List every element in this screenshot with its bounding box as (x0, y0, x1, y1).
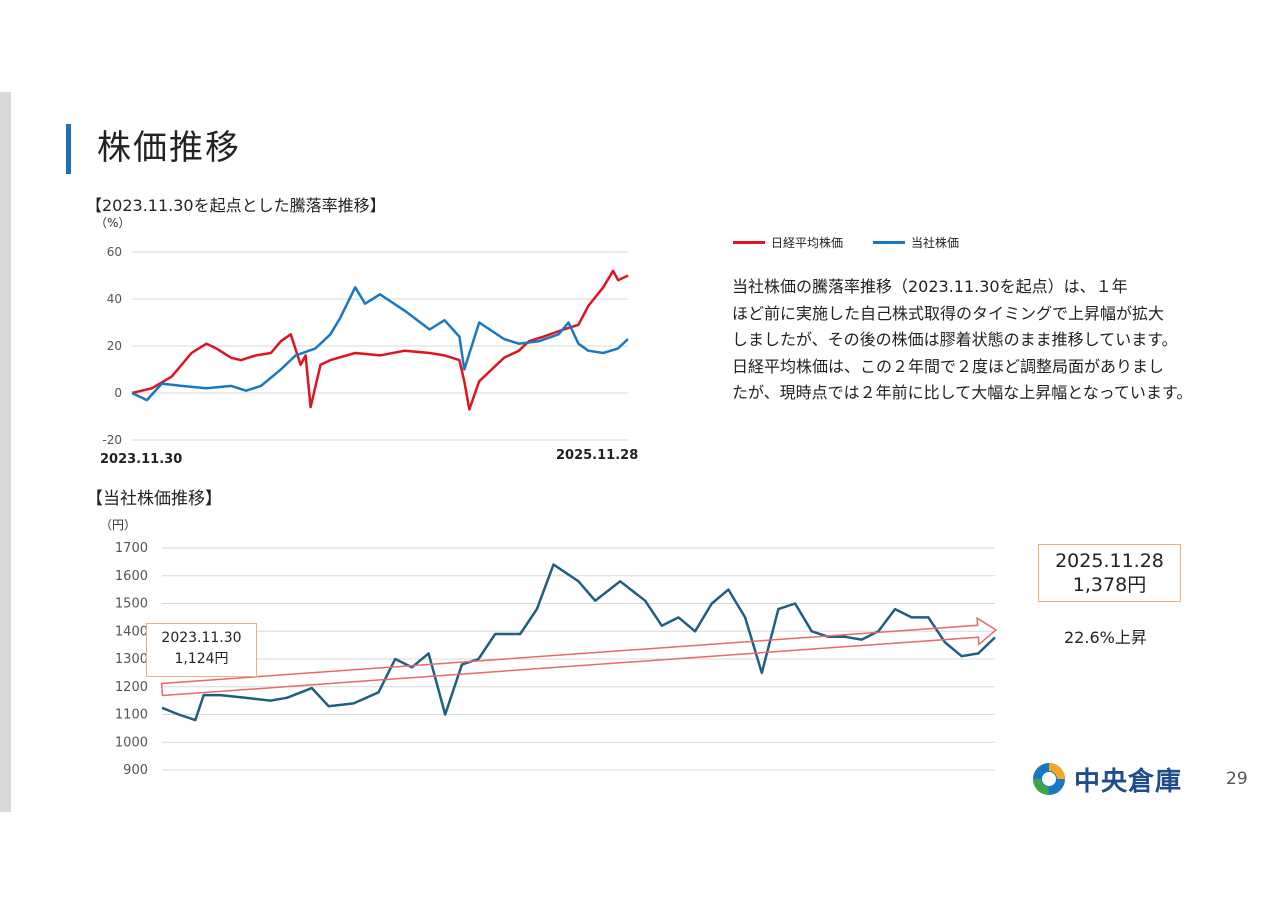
trend-arrow-icon (160, 616, 998, 697)
end-date-text: 2025.11.28 (1055, 550, 1164, 572)
legend-item-nikkei: 日経平均株価 (733, 234, 843, 251)
section1-unit: （%） (95, 216, 131, 230)
page-number: 29 (1226, 769, 1248, 789)
description-line: 日経平均株価は、この２年間で２度ほど調整局面がありまし (732, 356, 1165, 376)
stock-price-chart: 900 1000 1100 1200 1300 1400 1500 1600 1700 (115, 541, 998, 778)
chart1-legend: 日経平均株価 当社株価 (733, 234, 989, 251)
section2-unit: （円） (100, 518, 137, 532)
description-line: ほど前に実施した自己株式取得のタイミングで上昇幅が拡大 (732, 303, 1165, 323)
y-tick-label: 40 (107, 292, 122, 306)
logo-mark-icon (1033, 763, 1065, 795)
title-accent-bar (66, 124, 71, 174)
end-price-text: 1,378円 (1072, 574, 1147, 596)
company-logo: 中央倉庫 (1030, 760, 1182, 798)
legend-label-company: 当社株価 (911, 236, 960, 250)
y-tick-label: 1200 (115, 680, 148, 695)
legend-label-nikkei: 日経平均株価 (771, 236, 844, 250)
series-line (131, 286, 629, 402)
section1-heading: 【2023.11.30を起点とした騰落率推移】 (86, 196, 386, 215)
start-price-callout: 2023.11.30 1,124円 (146, 623, 257, 677)
description-line: 当社株価の騰落率推移（2023.11.30を起点）は、１年 (732, 277, 1128, 296)
y-tick-label: 1300 (115, 652, 148, 667)
start-date-text: 2023.11.30 (161, 630, 242, 646)
series-line (161, 563, 996, 722)
legend-item-company: 当社株価 (873, 234, 959, 251)
chart1-end-date: 2025.11.28 (556, 448, 639, 463)
y-tick-label: 1400 (115, 624, 148, 639)
logo-text: 中央倉庫 (1074, 766, 1183, 797)
start-price-text: 1,124円 (174, 651, 229, 667)
y-tick-label: -20 (102, 433, 122, 447)
y-tick-label: 1500 (115, 597, 148, 612)
legend-swatch-nikkei (733, 241, 765, 244)
end-price-callout: 2025.11.28 1,378円 (1038, 544, 1181, 602)
section2-heading: 【当社株価推移】 (86, 489, 222, 509)
chart1-start-date: 2023.11.30 (100, 452, 183, 467)
legend-swatch-company (873, 241, 906, 244)
page-title: 株価推移 (97, 128, 241, 168)
y-tick-label: 1100 (115, 708, 148, 723)
y-tick-label: 1700 (115, 541, 148, 556)
y-tick-label: 1000 (115, 735, 148, 750)
description-line: たが、現時点では２年前に比して大幅な上昇幅となっています。 (732, 383, 1193, 402)
y-tick-label: 20 (107, 339, 122, 353)
y-tick-label: 1600 (115, 569, 148, 584)
left-edge-bar (0, 92, 11, 812)
description-line: しましたが、その後の株価は膠着状態のまま推移しています。 (732, 330, 1178, 349)
description-text: 当社株価の騰落率推移（2023.11.30を起点）は、１年 ほど前に実施した自己… (732, 274, 1212, 407)
y-tick-label: 60 (107, 245, 122, 259)
y-tick-label: 0 (114, 386, 122, 400)
percent-change-chart: -20 0 20 40 60 (102, 245, 629, 447)
rise-percentage: 22.6%上昇 (1064, 628, 1147, 647)
y-tick-label: 900 (123, 763, 148, 778)
